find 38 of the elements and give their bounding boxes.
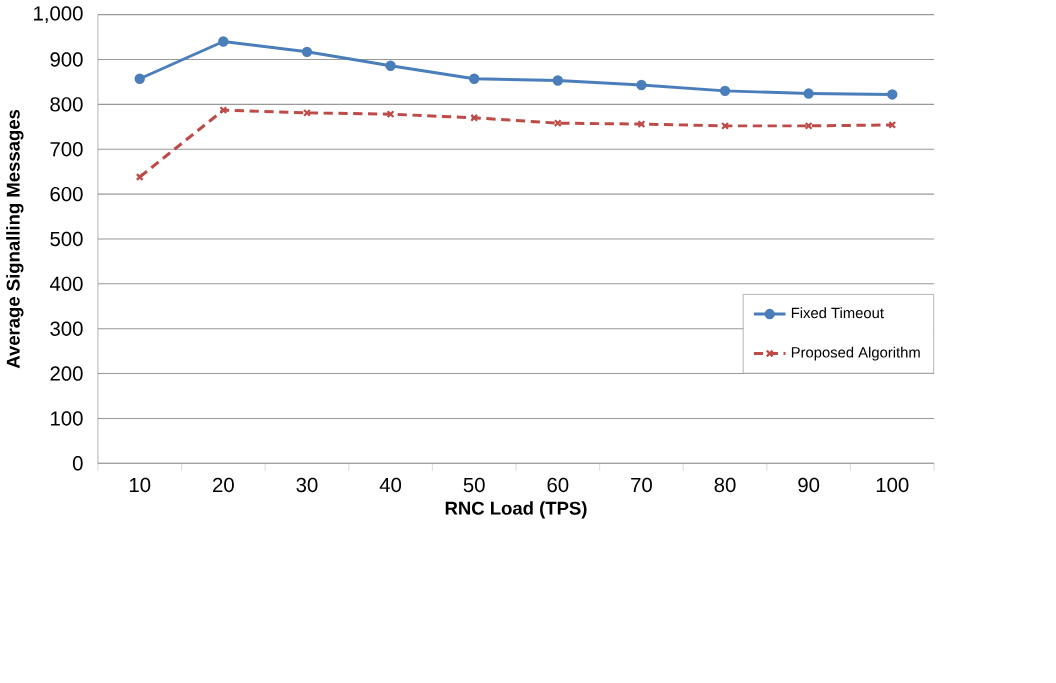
x-tick-label: 100	[876, 477, 909, 493]
x-tick-label: 10	[129, 477, 151, 493]
x-tick-label: 50	[463, 477, 485, 493]
y-tick-label: 200	[50, 366, 83, 381]
y-tick-label: 100	[51, 411, 83, 426]
x-axis-title: RNC Load (TPS)	[445, 501, 587, 519]
y-tick-label: 600	[50, 186, 83, 202]
point	[385, 60, 396, 71]
y-tick-label: 400	[49, 276, 83, 291]
point	[469, 73, 480, 84]
point	[887, 89, 898, 100]
legend-label: Fixed Timeout	[791, 307, 884, 319]
x-tick-label: 70	[631, 477, 652, 493]
point	[552, 75, 563, 86]
y-tick-label: 0	[72, 456, 83, 471]
point	[134, 73, 145, 84]
y-tick-label: 700	[50, 141, 83, 157]
point	[637, 119, 646, 128]
point	[804, 121, 813, 130]
y-tick-label: 1,000	[34, 6, 83, 23]
point	[219, 106, 228, 115]
point	[719, 85, 731, 96]
x-tick-label: 20	[213, 477, 234, 493]
point	[301, 46, 313, 57]
y-tick-label: 500	[50, 231, 83, 247]
y-axis-title: Average Signalling Messages	[6, 109, 24, 369]
x-tick-label: 60	[547, 477, 569, 493]
x-tick-label: 80	[714, 477, 736, 493]
y-tick-label: 900	[50, 52, 83, 67]
point	[636, 79, 647, 91]
y-tick-label: 800	[50, 97, 83, 112]
point	[803, 88, 814, 99]
y-tick-label: 300	[50, 321, 83, 336]
point	[218, 36, 229, 47]
x-tick-label: 40	[379, 477, 402, 493]
x-tick-label: 30	[296, 477, 318, 493]
legend-label: Proposed Algorithm	[791, 346, 920, 361]
x-tick-label: 90	[798, 477, 820, 493]
